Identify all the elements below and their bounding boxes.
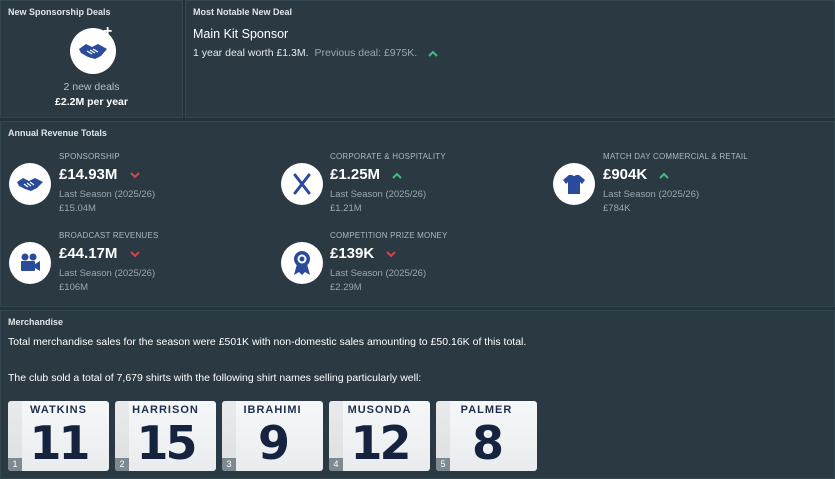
prize-last-value: £2.29M [330,282,362,293]
notable-deal-name: Main Kit Sponsor [193,27,289,41]
shirt-rank: 2 [115,458,129,471]
notable-deal-title: Most Notable New Deal [193,7,293,17]
revenue-panel: Annual Revenue Totals SPONSORSHIP £14.93… [0,121,835,307]
shirt-name: HARRISON [132,404,199,416]
matchday-label: MATCH DAY COMMERCIAL & RETAIL [603,152,748,161]
broadcast-last-value: £106M [59,282,89,293]
shirt-number: 9 [257,416,290,470]
corporate-amount: £1.25M [330,166,381,183]
handshake-plus-icon [70,28,116,74]
shirt-rank: 1 [8,458,22,471]
new-deals-amount: £2.2M per year [55,96,128,108]
shirt-card[interactable]: PALMER 8 5 [436,401,537,471]
shirt-icon [553,163,595,205]
prize-last-label: Last Season (2025/26) [330,268,427,279]
prize-label: COMPETITION PRIZE MONEY [330,231,448,240]
new-deals-count: 2 new deals [63,81,120,93]
sponsorship-last-value: £15.04M [59,203,96,214]
revenue-title: Annual Revenue Totals [8,128,107,138]
camera-icon [9,242,51,284]
shirt-name: WATKINS [30,404,87,416]
shirt-number: 12 [350,416,411,470]
matchday-last-label: Last Season (2025/26) [603,189,700,200]
rosette-icon [281,242,323,284]
corporate-label: CORPORATE & HOSPITALITY [330,152,446,161]
notable-deal-panel: Most Notable New Deal Main Kit Sponsor 1… [185,0,835,118]
trend-up-icon [659,172,670,179]
shirt-card[interactable]: MUSONDA 12 4 [329,401,430,471]
shirt-rank: 4 [329,458,343,471]
notable-deal-detail: 1 year deal worth £1.3M. Previous deal: … [193,47,438,59]
deal-detail-text: 1 year deal worth £1.3M. [193,47,309,59]
sponsorship-value: £14.93M [59,166,140,183]
shirt-name: IBRAHIMI [243,404,302,416]
merchandise-title: Merchandise [8,317,64,327]
shirt-rank: 5 [436,458,450,471]
merchandise-summary: Total merchandise sales for the season w… [8,336,527,348]
broadcast-amount: £44.17M [59,245,118,262]
plus-icon: + [103,23,113,40]
shirt-number: 11 [29,416,90,470]
trend-down-icon [129,250,140,257]
matchday-value: £904K [603,166,670,183]
shirt-number: 15 [136,416,197,470]
new-deals-title: New Sponsorship Deals [8,7,111,17]
previous-deal-text: Previous deal: £975K. [314,47,418,59]
shirt-name: MUSONDA [347,404,412,416]
matchday-last-value: £784K [603,203,631,214]
trend-down-icon [386,250,397,257]
shirt-name: PALMER [460,404,513,416]
prize-value: £139K [330,245,397,262]
shirt-card[interactable]: IBRAHIMI 9 3 [222,401,323,471]
trend-up-icon [428,50,438,57]
corporate-value: £1.25M [330,166,402,183]
matchday-amount: £904K [603,166,648,183]
broadcast-value: £44.17M [59,245,140,262]
trend-up-icon [392,172,402,179]
broadcast-last-label: Last Season (2025/26) [59,268,156,279]
shirt-card[interactable]: WATKINS 11 1 [8,401,109,471]
shirt-rank: 3 [222,458,236,471]
new-deals-panel: New Sponsorship Deals + 2 new deals £2.2… [0,0,183,118]
shirt-number: 8 [471,416,504,470]
corporate-last-label: Last Season (2025/26) [330,189,427,200]
sponsorship-label: SPONSORSHIP [59,152,120,161]
prize-amount: £139K [330,245,375,262]
cutlery-icon [281,163,323,205]
broadcast-label: BROADCAST REVENUES [59,231,159,240]
shirt-card[interactable]: HARRISON 15 2 [115,401,216,471]
shirts-sold-text: The club sold a total of 7,679 shirts wi… [8,372,422,384]
sponsorship-amount: £14.93M [59,166,118,183]
handshake-icon [9,163,51,205]
corporate-last-value: £1.21M [330,203,362,214]
trend-down-icon [129,171,140,178]
sponsorship-last-label: Last Season (2025/26) [59,189,156,200]
